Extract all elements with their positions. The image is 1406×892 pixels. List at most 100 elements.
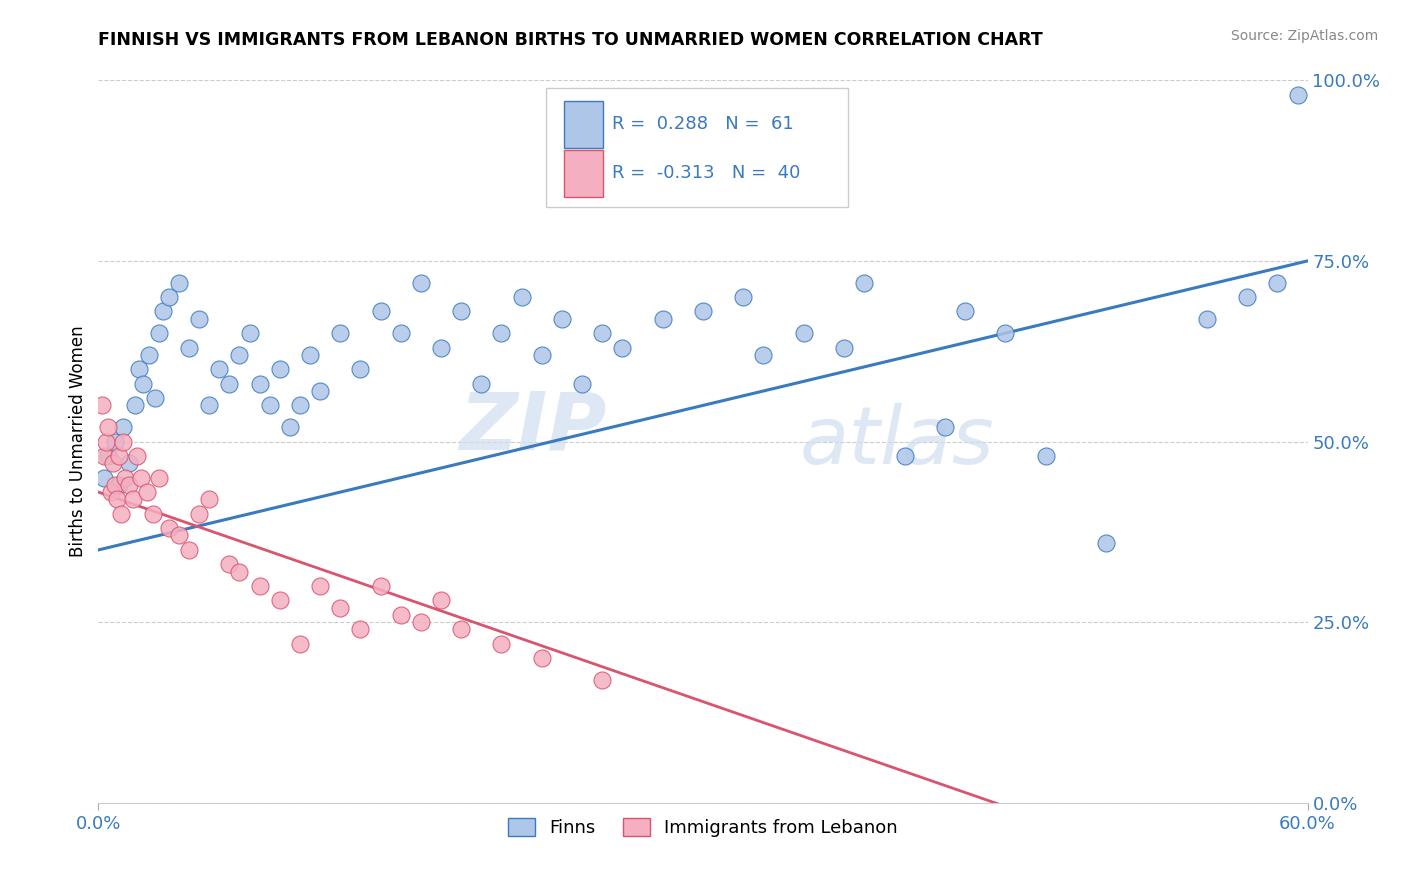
FancyBboxPatch shape [546, 87, 848, 207]
Point [1035, 449, 1057, 463]
Point [288, 637, 311, 651]
Point [228, 565, 250, 579]
Point [491, 326, 513, 341]
Point [733, 290, 755, 304]
Point [124, 398, 146, 412]
Point [114, 471, 136, 485]
Point [125, 449, 148, 463]
Point [278, 420, 301, 434]
Point [107, 478, 129, 492]
Text: FINNISH VS IMMIGRANTS FROM LEBANON BIRTHS TO UNMARRIED WOMEN CORRELATION CHART: FINNISH VS IMMIGRANTS FROM LEBANON BIRTH… [98, 31, 1043, 49]
Point [103, 478, 125, 492]
Point [105, 492, 128, 507]
Point [218, 376, 240, 391]
Point [121, 492, 143, 507]
Point [994, 326, 1017, 341]
Point [269, 593, 291, 607]
Point [430, 593, 453, 607]
Legend: Finns, Immigrants from Lebanon: Finns, Immigrants from Lebanon [501, 811, 905, 845]
Point [188, 507, 211, 521]
Point [349, 362, 371, 376]
Point [100, 485, 122, 500]
Point [329, 326, 352, 341]
Point [853, 276, 876, 290]
Point [148, 471, 170, 485]
Point [470, 376, 492, 391]
Point [409, 615, 432, 630]
Point [167, 528, 190, 542]
Point [510, 290, 533, 304]
Point [157, 521, 180, 535]
Y-axis label: Births to Unmarried Women: Births to Unmarried Women [69, 326, 87, 558]
Point [142, 507, 165, 521]
Point [143, 391, 166, 405]
Point [93, 449, 115, 463]
Point [651, 311, 673, 326]
Point [152, 304, 174, 318]
Point [893, 449, 915, 463]
Point [389, 326, 412, 341]
Point [138, 348, 160, 362]
Point [752, 348, 775, 362]
Point [249, 579, 271, 593]
Point [953, 304, 976, 318]
Point [551, 311, 574, 326]
Point [591, 673, 613, 687]
Point [208, 362, 231, 376]
Point [101, 456, 124, 470]
Point [349, 623, 371, 637]
Point [450, 623, 472, 637]
Point [198, 398, 221, 412]
Point [591, 326, 613, 341]
Point [389, 607, 412, 622]
Text: R =  0.288   N =  61: R = 0.288 N = 61 [613, 115, 794, 133]
Text: Source: ZipAtlas.com: Source: ZipAtlas.com [1230, 29, 1378, 43]
FancyBboxPatch shape [564, 150, 603, 197]
Point [239, 326, 262, 341]
Point [96, 434, 118, 449]
Point [1286, 87, 1309, 102]
Point [157, 290, 180, 304]
Point [1195, 311, 1218, 326]
Point [128, 362, 150, 376]
Point [179, 341, 201, 355]
Point [934, 420, 956, 434]
Point [832, 341, 855, 355]
Point [93, 471, 115, 485]
Point [309, 384, 332, 398]
Point [97, 449, 120, 463]
Point [111, 420, 134, 434]
Point [1095, 535, 1118, 549]
Point [129, 471, 152, 485]
Point [111, 434, 134, 449]
Point [269, 362, 291, 376]
Point [107, 449, 129, 463]
Point [249, 376, 271, 391]
FancyBboxPatch shape [564, 101, 603, 148]
Point [1267, 276, 1289, 290]
Point [409, 276, 432, 290]
Point [135, 485, 157, 500]
Text: ZIP: ZIP [458, 388, 606, 467]
Point [370, 304, 392, 318]
Point [118, 478, 141, 492]
Point [198, 492, 221, 507]
Text: R =  -0.313   N =  40: R = -0.313 N = 40 [613, 164, 800, 183]
Point [309, 579, 332, 593]
Point [450, 304, 472, 318]
Point [103, 434, 125, 449]
Point [97, 420, 120, 434]
Point [299, 348, 322, 362]
Point [692, 304, 714, 318]
Point [188, 311, 211, 326]
Text: atlas: atlas [800, 402, 994, 481]
Point [259, 398, 281, 412]
Point [148, 326, 170, 341]
Point [218, 558, 240, 572]
Point [430, 341, 453, 355]
Point [288, 398, 311, 412]
Point [571, 376, 593, 391]
Point [167, 276, 190, 290]
Point [329, 600, 352, 615]
Point [1236, 290, 1258, 304]
